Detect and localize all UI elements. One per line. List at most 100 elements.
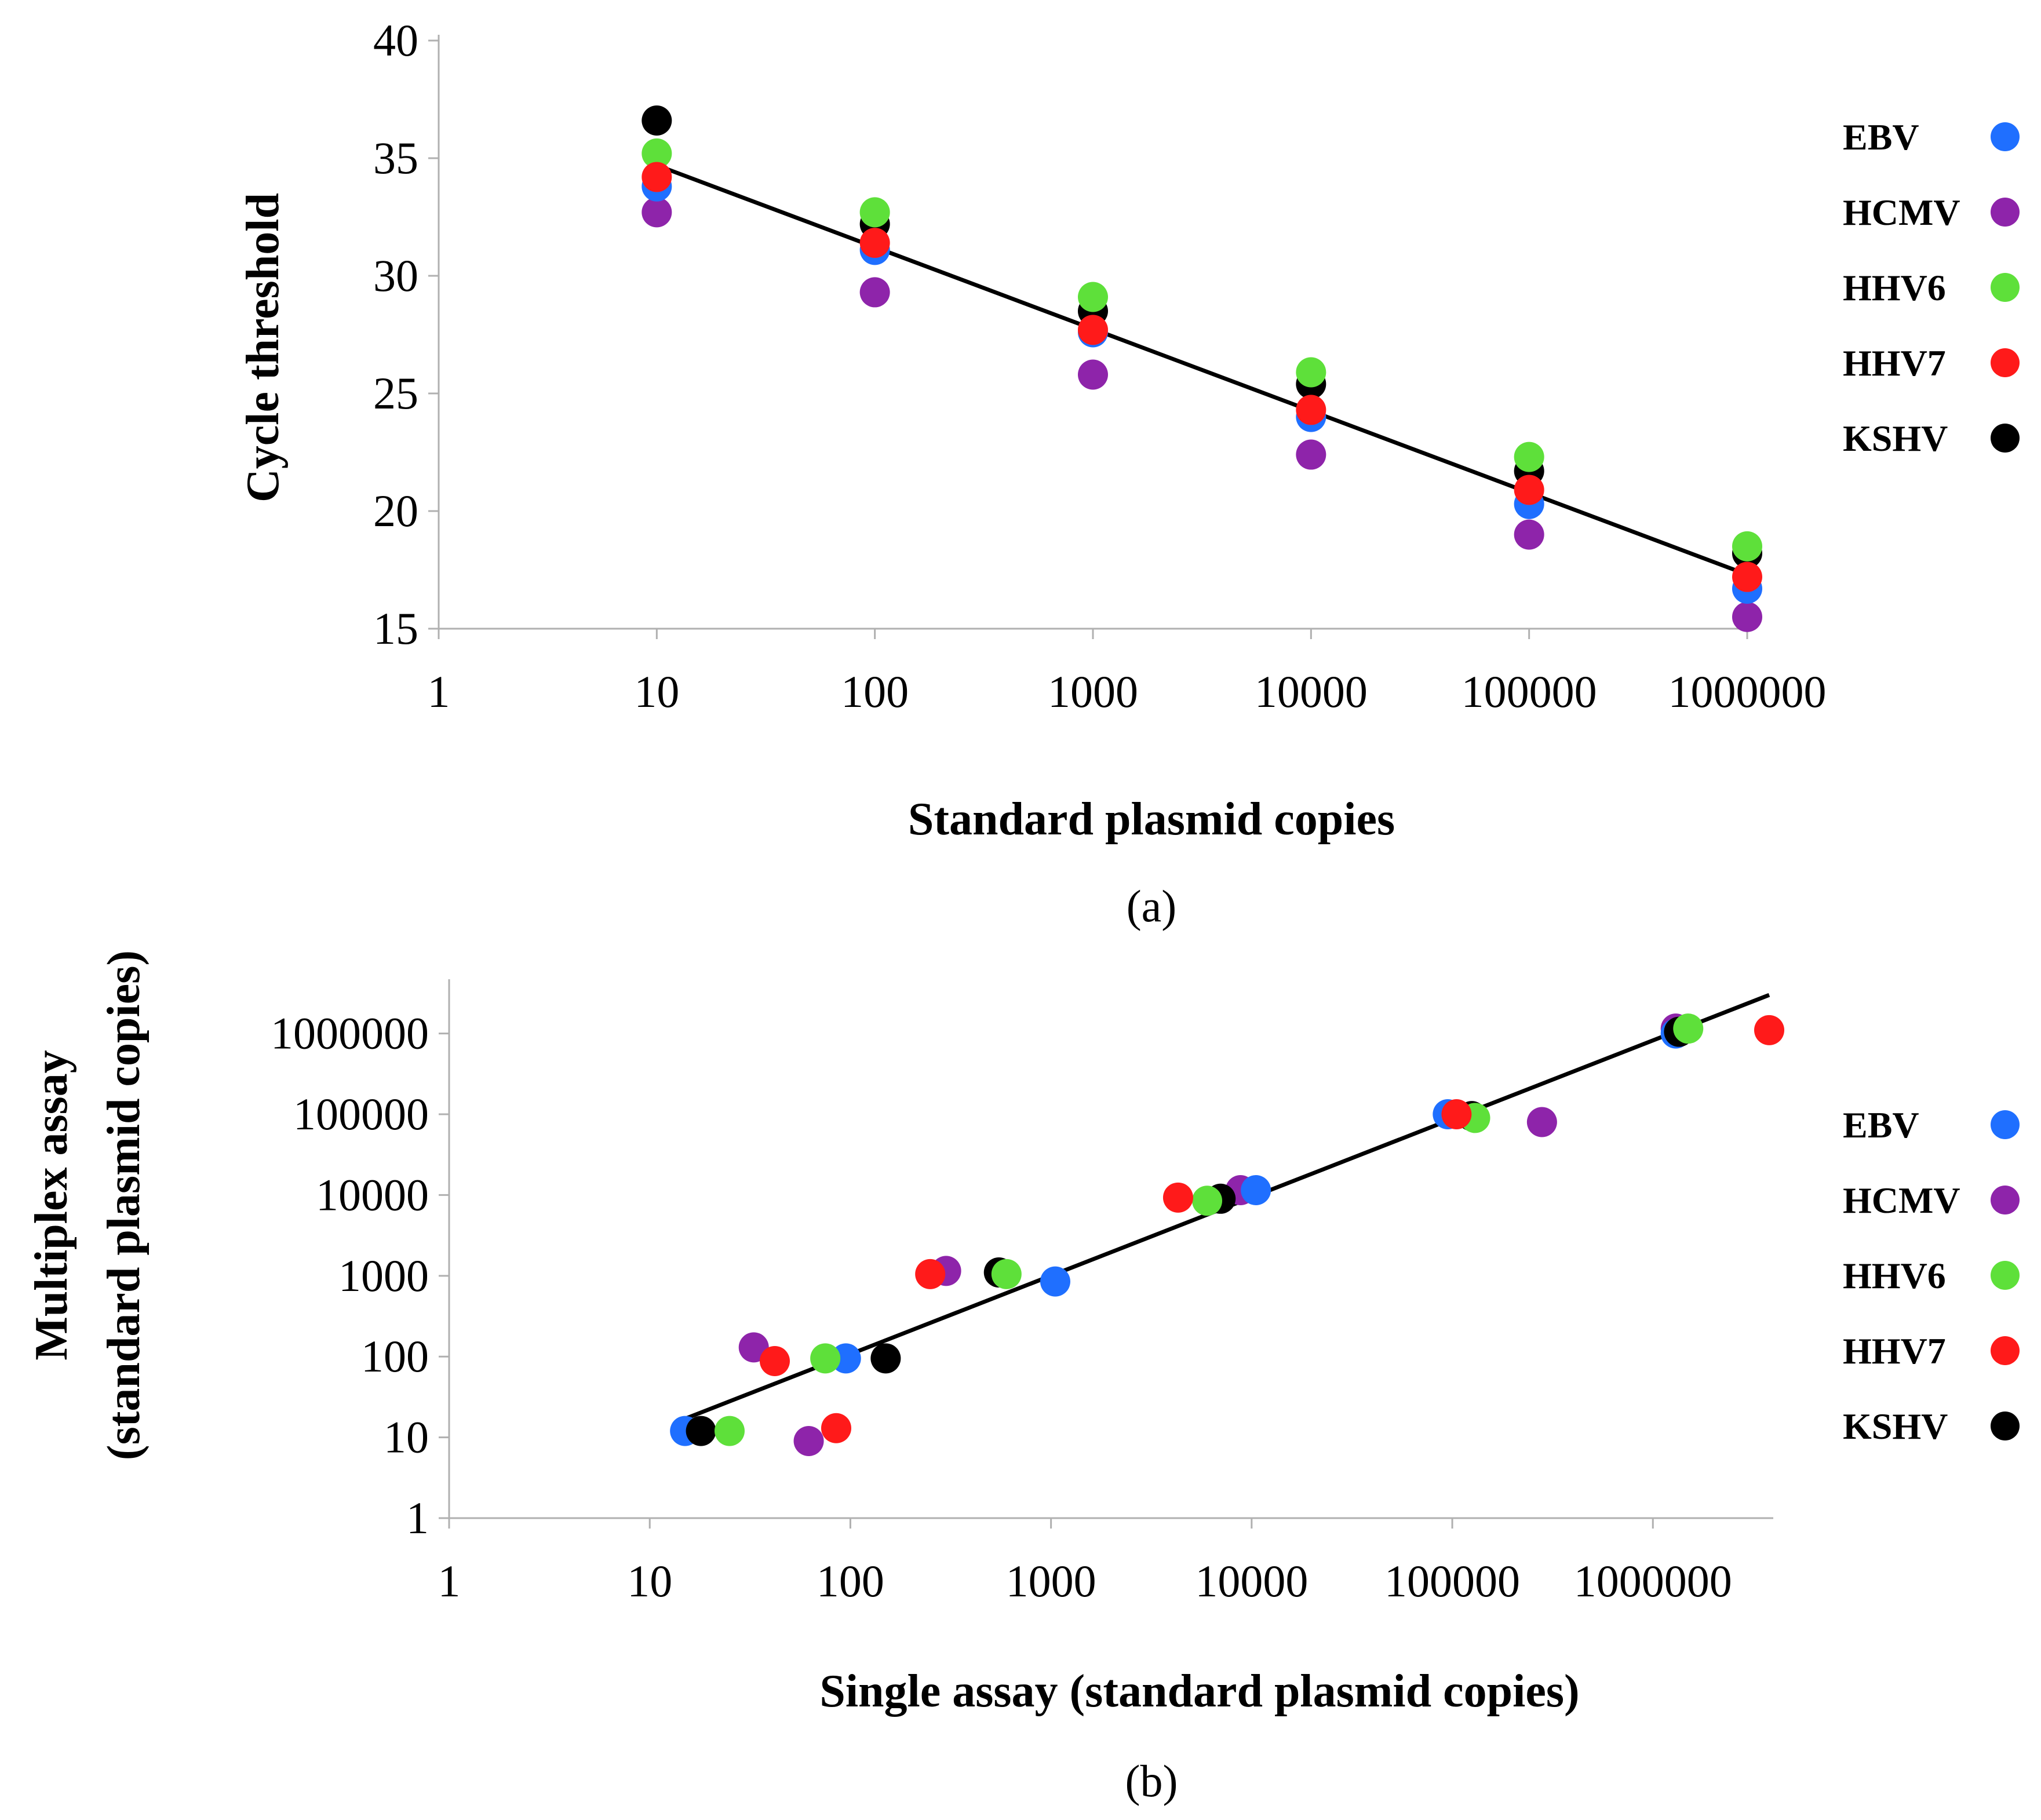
data-point-ebv: [1040, 1266, 1070, 1297]
data-point-hhv7: [859, 228, 890, 258]
legend-marker: [1991, 1336, 2020, 1365]
chart-b-y-axis-title-line2: (standard plasmid copies): [99, 950, 150, 1460]
chart-b-points: [670, 1013, 1785, 1456]
chart-b-x-tick-label: 100: [817, 1556, 884, 1606]
data-point-hhv7: [1441, 1099, 1472, 1130]
data-point-hcmv: [793, 1425, 824, 1456]
chart-b-y-tick-label: 1000: [338, 1250, 429, 1301]
chart-a-y-tick-label: 20: [373, 486, 418, 536]
chart-b-y-tick-label: 100000: [293, 1089, 429, 1139]
data-point-hcmv: [1296, 439, 1326, 470]
data-point-hhv7: [1296, 395, 1326, 425]
data-point-ebv: [830, 1343, 861, 1374]
chart-b-y-tick-label: 10: [384, 1412, 429, 1462]
legend-label: HHV6: [1843, 267, 1946, 308]
legend-marker: [1991, 1261, 2020, 1290]
chart-b-y-axis-title-line1: Multiplex assay: [26, 1050, 77, 1361]
chart-a-y-tick-label: 30: [373, 250, 418, 301]
chart-b-x-tick-labels: 1 10 100 1000 10000 100000 1000000: [438, 1556, 1732, 1606]
legend-label: KSHV: [1843, 418, 1948, 459]
legend-label: EBV: [1843, 1104, 1919, 1146]
legend-item-hcmv: HCMV: [1843, 1180, 2020, 1221]
data-point-hhv6: [859, 197, 890, 228]
chart-a-x-tick-label: 1000000: [1668, 666, 1827, 717]
legend-marker: [1991, 424, 2020, 453]
data-point-hhv6: [991, 1259, 1022, 1289]
legend-item-kshv: KSHV: [1843, 418, 2020, 459]
data-point-hhv6: [1192, 1186, 1223, 1216]
chart-b-axes: [439, 979, 1773, 1529]
legend-marker: [1991, 1110, 2020, 1139]
legend-label: EBV: [1843, 116, 1919, 158]
trendline: [656, 163, 1748, 577]
data-point-hhv7: [1078, 315, 1108, 345]
data-point-hhv6: [1296, 357, 1326, 388]
chart-a-caption: (a): [1127, 881, 1177, 931]
chart-b-x-tick-label: 10000: [1195, 1556, 1308, 1606]
chart-a-y-axis-title: Cycle threshold: [238, 193, 289, 502]
chart-b-x-tick-label: 10: [627, 1556, 672, 1606]
data-point-hhv7: [1754, 1015, 1785, 1045]
chart-a-y-tick-label: 35: [373, 133, 418, 183]
legend-item-ebv: EBV: [1843, 116, 2020, 158]
data-point-hhv7: [821, 1413, 851, 1443]
data-point-hcmv: [642, 197, 672, 228]
legend-label: HHV7: [1843, 342, 1946, 384]
legend-item-hhv6: HHV6: [1843, 267, 2020, 308]
data-point-hhv7: [915, 1259, 946, 1289]
legend-label: KSHV: [1843, 1406, 1948, 1447]
legend-item-ebv: EBV: [1843, 1104, 2020, 1146]
chart-a-x-tick-labels: 1 10 100 1000 10000 100000 1000000: [428, 666, 1827, 717]
chart-b-x-tick-label: 1000000: [1574, 1556, 1732, 1606]
data-point-hhv6: [1514, 442, 1544, 472]
legend-marker: [1991, 273, 2020, 302]
data-point-hcmv: [1514, 519, 1544, 550]
legend-marker: [1991, 1411, 2020, 1440]
data-point-hhv7: [1514, 475, 1544, 505]
chart-a: 1 10 100 1000 10000 100000 1000000 15 20…: [238, 15, 2020, 931]
chart-a-points: [642, 105, 1762, 632]
chart-b-legend: EBV HCMV HHV6 HHV7 KSHV: [1843, 1104, 2020, 1447]
data-point-hhv7: [759, 1345, 790, 1376]
chart-a-y-tick-label: 15: [373, 603, 418, 654]
chart-a-axes: [428, 35, 1748, 639]
legend-item-hhv7: HHV7: [1843, 1330, 2020, 1372]
legend-label: HCMV: [1843, 1180, 1960, 1221]
data-point-hhv7: [1162, 1182, 1193, 1213]
data-point-hcmv: [1732, 601, 1762, 632]
chart-b: 1 10 100 1000 10000 100000 1000000 1 10 …: [26, 950, 2020, 1806]
data-point-hcmv: [859, 277, 890, 308]
legend-label: HCMV: [1843, 192, 1960, 233]
chart-b-y-tick-label: 1000000: [271, 1008, 429, 1059]
data-point-hcmv: [1078, 359, 1108, 390]
legend-marker: [1991, 348, 2020, 377]
chart-a-x-tick-label: 10000: [1255, 666, 1368, 717]
legend-marker: [1991, 122, 2020, 151]
chart-b-caption: (b): [1125, 1756, 1178, 1806]
chart-a-x-axis-title: Standard plasmid copies: [908, 794, 1395, 845]
chart-a-y-tick-label: 40: [373, 15, 418, 65]
data-point-hhv7: [642, 162, 672, 192]
chart-b-y-tick-label: 10000: [316, 1169, 429, 1220]
legend-marker: [1991, 1186, 2020, 1214]
chart-a-legend: EBV HCMV HHV6 HHV7 KSHV: [1843, 116, 2020, 459]
chart-b-y-tick-labels: 1 10 100 1000 10000 100000 1000000: [271, 1008, 429, 1543]
data-point-hhv7: [1732, 561, 1762, 592]
data-point-hhv6: [1732, 531, 1762, 561]
chart-b-x-axis-title: Single assay (standard plasmid copies): [819, 1666, 1579, 1717]
legend-item-kshv: KSHV: [1843, 1406, 2020, 1447]
data-point-hhv6: [642, 138, 672, 169]
data-point-hhv6: [1673, 1013, 1704, 1044]
data-point-hhv6: [1078, 282, 1108, 312]
data-point-kshv: [870, 1343, 901, 1374]
chart-b-y-tick-label: 100: [361, 1331, 429, 1381]
legend-label: HHV6: [1843, 1255, 1946, 1296]
data-point-hhv6: [714, 1416, 745, 1446]
chart-a-x-tick-label: 1: [428, 666, 450, 717]
chart-b-y-tick-label: 1: [406, 1493, 429, 1543]
legend-item-hhv7: HHV7: [1843, 342, 2020, 384]
chart-b-x-tick-label: 100000: [1384, 1556, 1520, 1606]
data-point-ebv: [1241, 1175, 1271, 1205]
chart-b-x-tick-label: 1000: [1006, 1556, 1096, 1606]
chart-a-x-tick-label: 100: [841, 666, 909, 717]
